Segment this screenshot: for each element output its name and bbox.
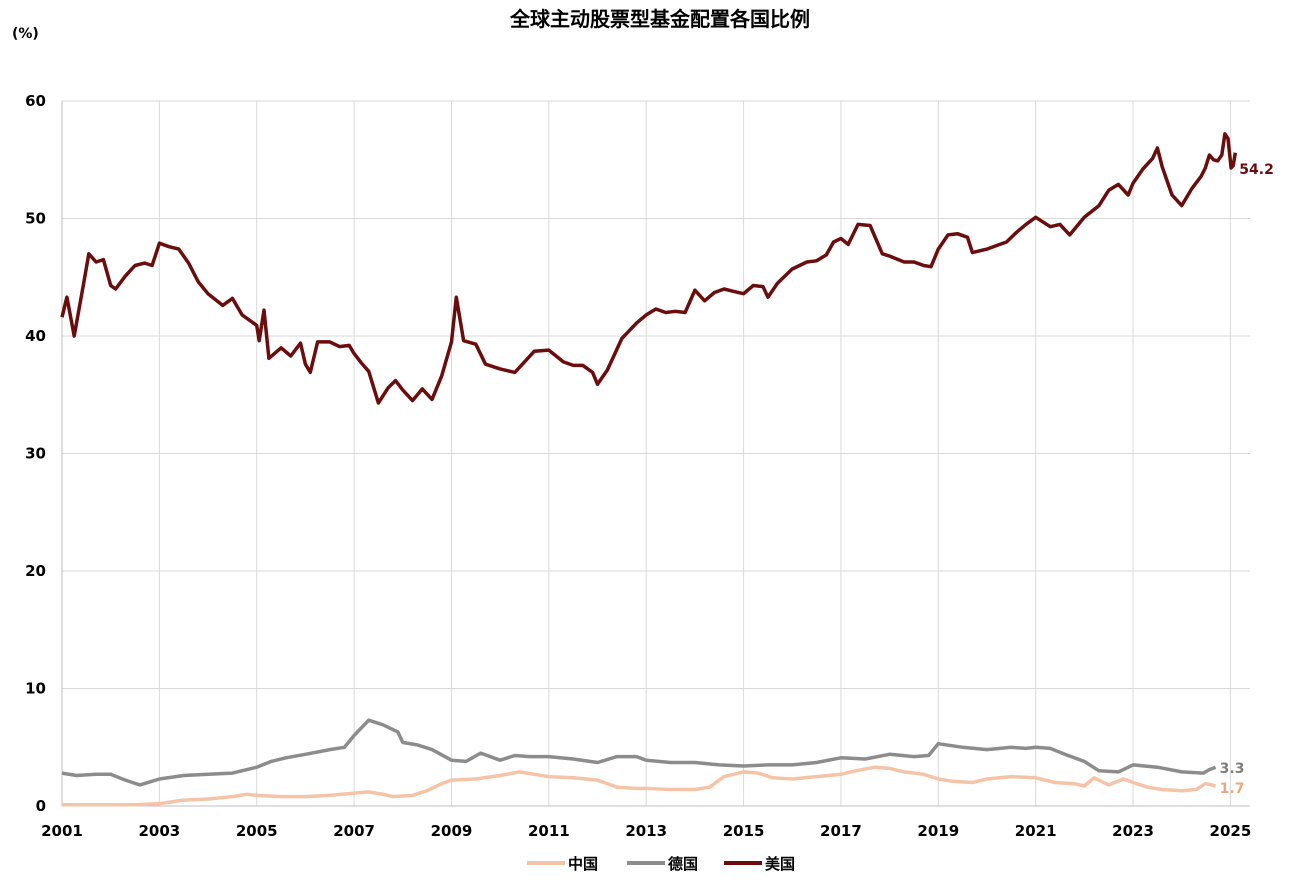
x-tick-label: 2015	[723, 822, 765, 840]
legend-label-2: 美国	[765, 855, 795, 873]
series-line-1	[61, 718, 1217, 787]
x-tick-label: 2023	[1112, 822, 1154, 840]
y-tick-label: 60	[25, 92, 46, 110]
y-tick-label: 40	[25, 327, 46, 345]
series-lines	[60, 132, 1238, 807]
y-tick-label: 30	[25, 445, 46, 463]
legend-label-1: 德国	[668, 855, 698, 873]
x-tick-label: 2021	[1015, 822, 1057, 840]
end-label-0: 1.7	[1220, 781, 1245, 797]
x-tick-label: 2009	[431, 822, 473, 840]
legend-label-0: 中国	[568, 855, 598, 873]
x-tick-label: 2013	[625, 822, 667, 840]
x-tick-label: 2017	[820, 822, 862, 840]
end-labels: 1.7 3.3 54.2	[1220, 162, 1274, 797]
x-tick-label: 2003	[138, 822, 180, 840]
y-axis: 0 10 20 30 40 50 60	[25, 92, 46, 815]
y-tick-label: 20	[25, 562, 46, 580]
end-label-2: 54.2	[1239, 162, 1274, 178]
x-tick-label: 2011	[528, 822, 570, 840]
x-tick-label: 2019	[917, 822, 959, 840]
chart-title: 全球主动股票型基金配置各国比例	[509, 7, 810, 31]
x-tick-label: 2001	[41, 822, 83, 840]
series-line-0	[62, 765, 1217, 807]
x-tick-label: 2005	[236, 822, 278, 840]
x-tick-label: 2007	[333, 822, 375, 840]
x-axis: 2001 2003 2005 2007 2009 2011 2013 2015 2017 2019…	[41, 822, 1251, 840]
y-tick-label: 50	[25, 210, 46, 228]
grid	[61, 100, 1250, 807]
x-tick-label: 2025	[1210, 822, 1252, 840]
end-label-1: 3.3	[1220, 761, 1245, 777]
legend: 中国 德国 美国	[527, 855, 795, 873]
series-line-2	[60, 132, 1238, 405]
y-tick-label: 0	[36, 797, 46, 815]
y-tick-label: 10	[25, 680, 46, 698]
unit-label: (%)	[12, 26, 39, 42]
